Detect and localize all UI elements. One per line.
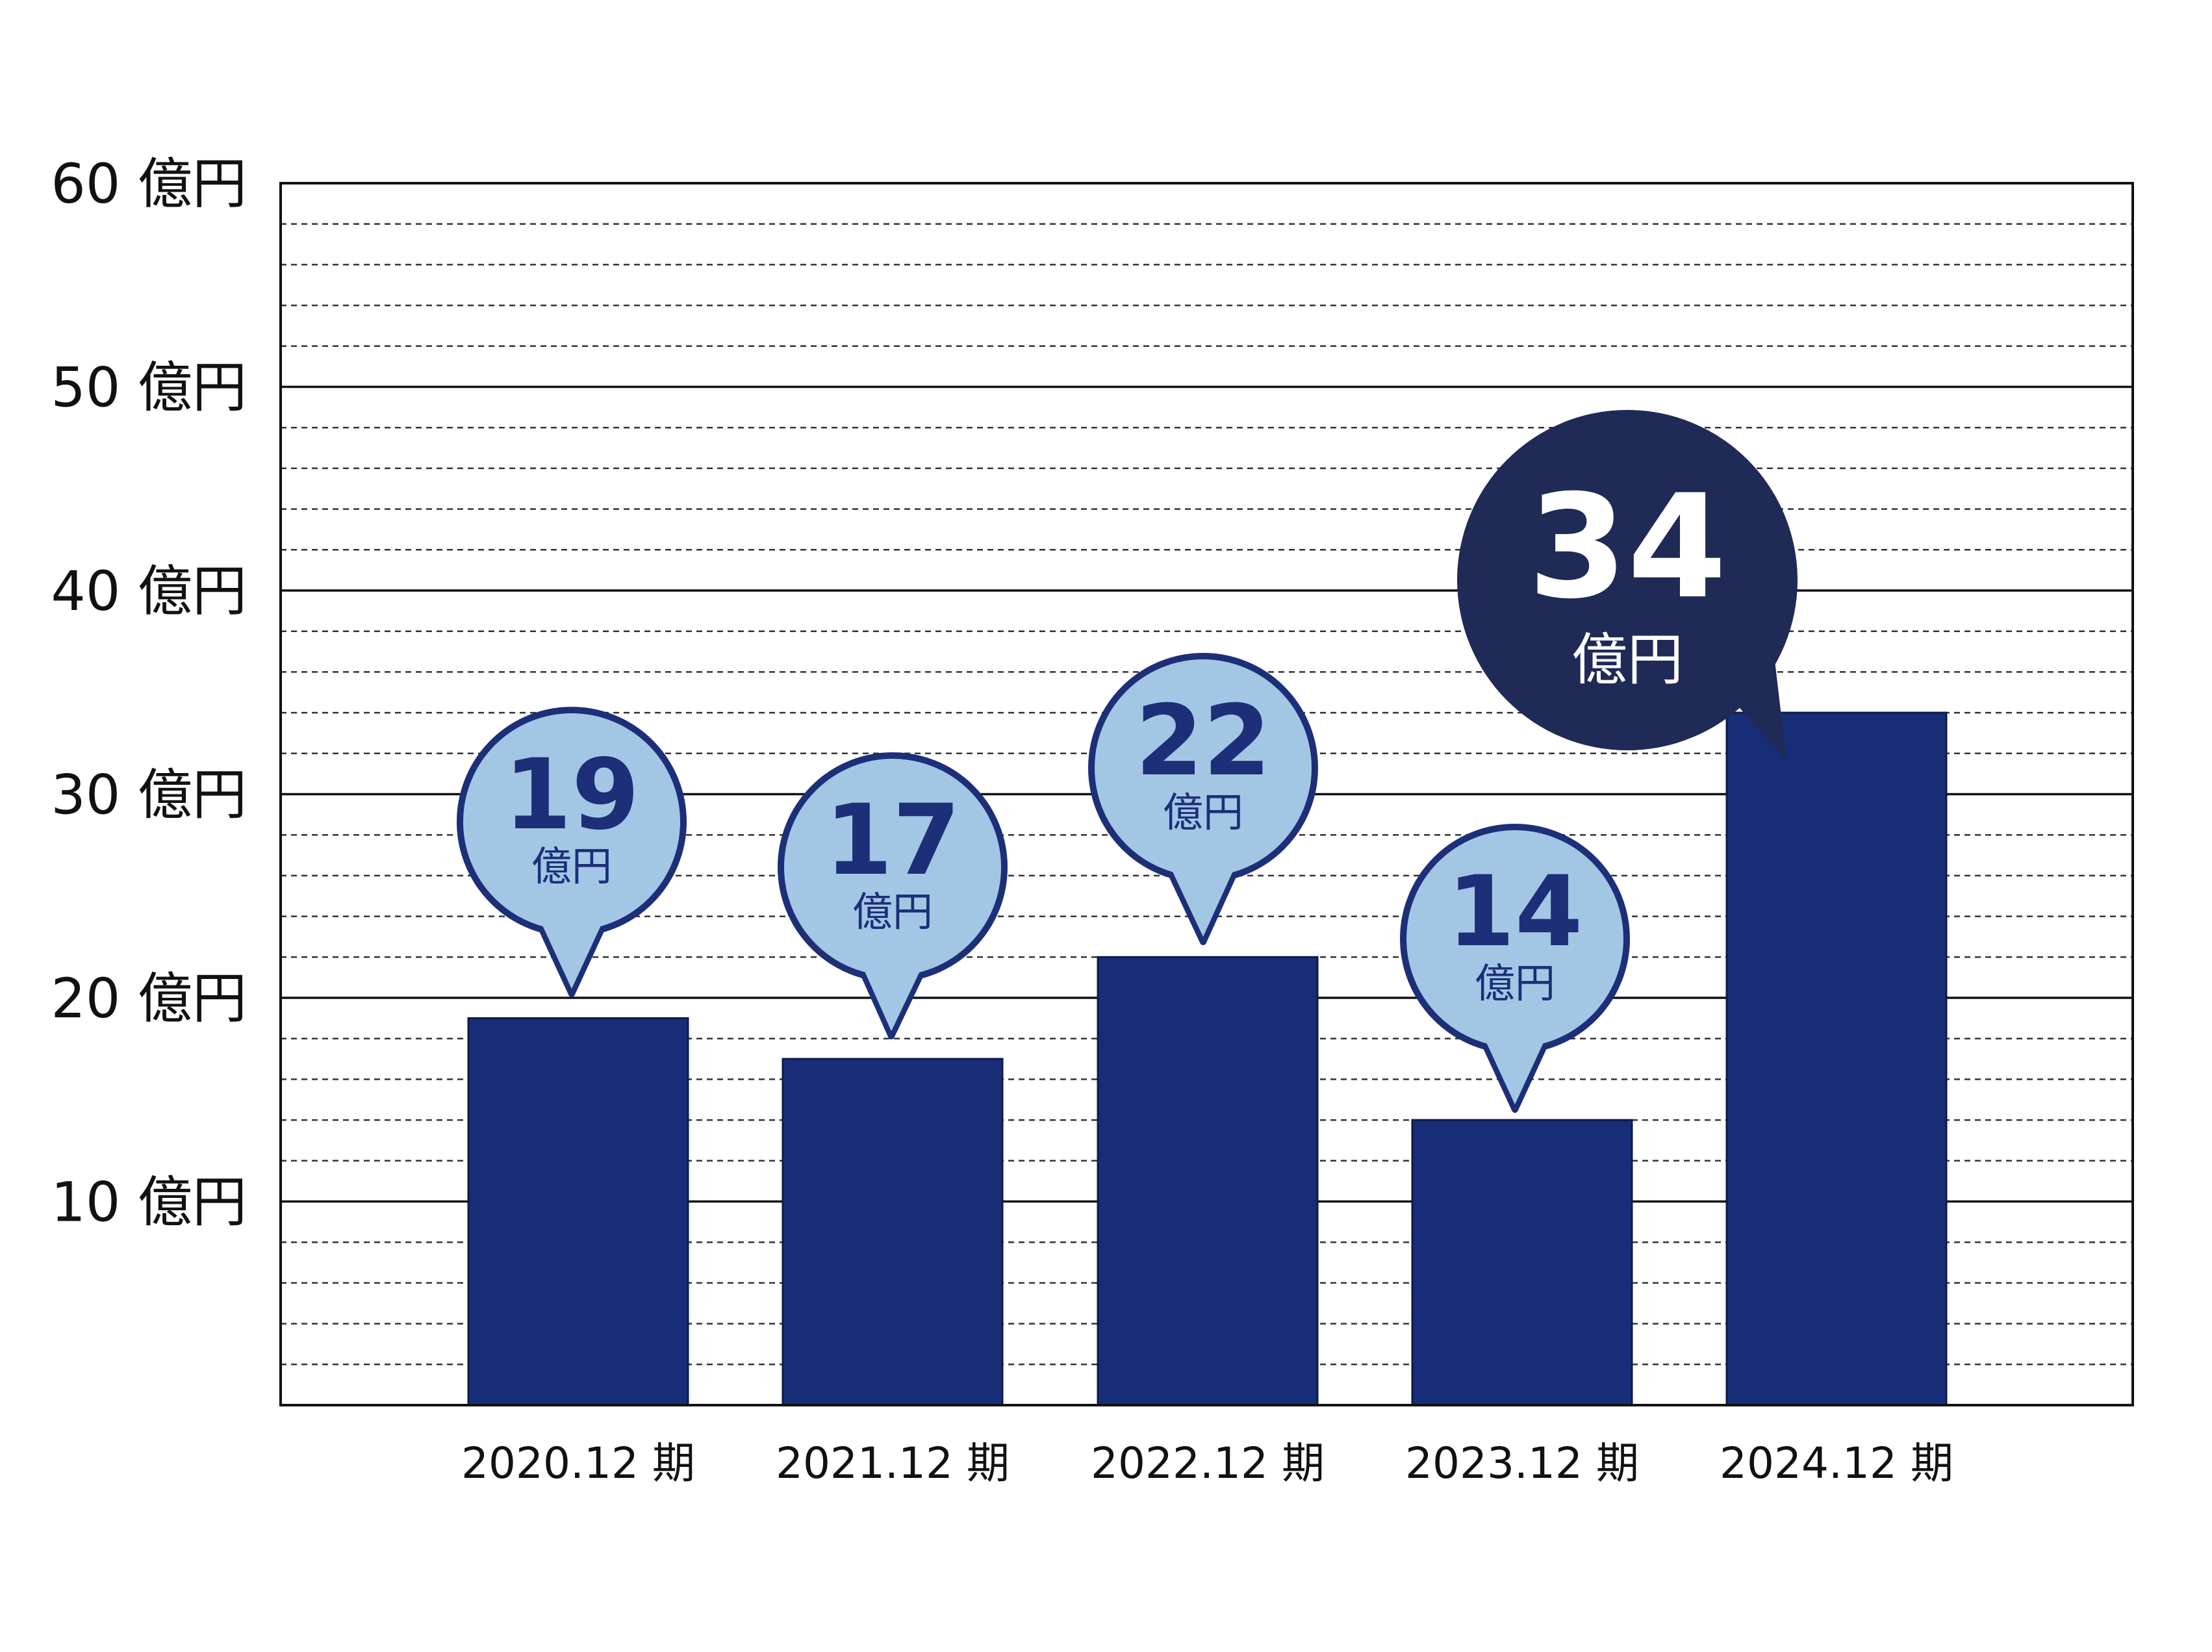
callout-tail-fill [533, 906, 610, 989]
y-tick-label: 10 億円 [51, 1171, 247, 1234]
value-label: 19 [504, 739, 640, 852]
callout-tail-fill [854, 949, 931, 1032]
y-tick-label: 60 億円 [51, 152, 247, 216]
value-unit-label: 億円 [1163, 789, 1243, 836]
value-label: 34 [1528, 464, 1727, 630]
y-tick-label: 20 億円 [51, 967, 247, 1030]
x-tick-label: 2024.12 期 [1720, 1438, 1953, 1488]
y-tick-label: 50 億円 [51, 356, 247, 420]
plot-frame [279, 182, 2134, 1406]
value-unit-label: 億円 [531, 843, 612, 890]
callout-tail-fill [1477, 1023, 1553, 1105]
value-unit-label: 億円 [1475, 959, 1555, 1007]
frame-layer [279, 182, 2134, 1406]
bar-layer [467, 711, 1948, 1406]
value-unit-label: 億円 [1571, 628, 1683, 693]
x-tick-label: 2022.12 期 [1091, 1438, 1325, 1488]
value-label: 14 [1447, 856, 1583, 969]
x-tick-label: 2021.12 期 [776, 1438, 1010, 1488]
value-label: 17 [825, 784, 961, 897]
label-layer: 10 億円 20 億円 30 億円 40 億円 50 億円 60 億円 2020.12 期 2… [51, 152, 1953, 1488]
y-tick-label: 30 億円 [51, 763, 247, 827]
x-tick-label: 2023.12 期 [1405, 1438, 1639, 1488]
value-label: 22 [1136, 685, 1271, 798]
bar [1411, 1119, 1633, 1406]
callout-circle [1457, 410, 1798, 750]
x-tick-label: 2020.12 期 [461, 1438, 695, 1488]
callout-tail-fill [1163, 853, 1241, 937]
bar [467, 1017, 689, 1406]
bar [782, 1058, 1004, 1406]
bar [1725, 711, 1948, 1406]
value-unit-label: 億円 [852, 888, 933, 935]
callout-tail [1728, 650, 1786, 760]
bar [1097, 956, 1319, 1406]
y-tick-label: 40 億円 [51, 559, 247, 623]
